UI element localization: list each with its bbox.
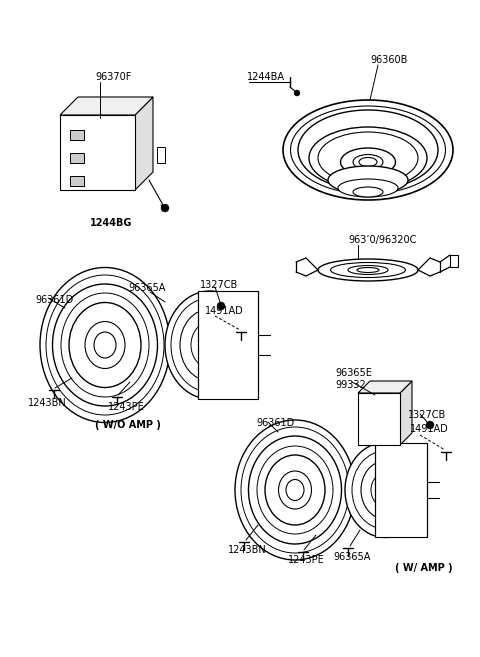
Ellipse shape: [283, 100, 453, 200]
Ellipse shape: [165, 291, 255, 399]
Ellipse shape: [353, 187, 383, 197]
Bar: [198, 291, 258, 399]
Text: 99332: 99332: [335, 380, 366, 390]
Text: ( W/ AMP ): ( W/ AMP ): [395, 563, 453, 573]
Ellipse shape: [309, 127, 427, 189]
Ellipse shape: [94, 332, 116, 358]
Polygon shape: [358, 381, 412, 393]
Ellipse shape: [69, 302, 141, 388]
Ellipse shape: [46, 275, 164, 415]
Text: 1243BN: 1243BN: [28, 398, 67, 408]
Ellipse shape: [290, 106, 445, 194]
Polygon shape: [60, 97, 153, 115]
Polygon shape: [400, 381, 412, 445]
Circle shape: [161, 204, 169, 212]
Ellipse shape: [52, 284, 157, 406]
Ellipse shape: [278, 471, 312, 509]
Ellipse shape: [345, 443, 425, 537]
Text: 1243BN: 1243BN: [228, 545, 267, 555]
Polygon shape: [135, 97, 153, 190]
Text: 1491AD: 1491AD: [205, 306, 244, 316]
Ellipse shape: [265, 455, 325, 525]
Text: 96361D: 96361D: [256, 418, 294, 428]
Text: 1244BG: 1244BG: [90, 218, 132, 228]
Text: 96370F: 96370F: [95, 72, 132, 82]
Text: 1244BA: 1244BA: [247, 72, 285, 82]
Text: 96360B: 96360B: [370, 55, 408, 65]
Ellipse shape: [318, 132, 418, 184]
Text: 1243PE: 1243PE: [108, 402, 145, 412]
Bar: [450, 255, 458, 267]
Text: 96365E: 96365E: [335, 368, 372, 378]
Ellipse shape: [180, 309, 240, 381]
Ellipse shape: [249, 436, 341, 544]
Bar: [375, 443, 427, 537]
Ellipse shape: [371, 473, 399, 507]
Text: 1243PE: 1243PE: [288, 555, 325, 565]
Ellipse shape: [85, 321, 125, 369]
Ellipse shape: [353, 154, 383, 170]
Circle shape: [294, 90, 300, 96]
Ellipse shape: [331, 263, 406, 277]
Ellipse shape: [235, 420, 355, 560]
Ellipse shape: [361, 461, 409, 519]
Ellipse shape: [357, 267, 379, 273]
Ellipse shape: [286, 480, 304, 501]
Ellipse shape: [191, 322, 229, 368]
Text: 1327CB: 1327CB: [408, 410, 446, 420]
Bar: [70, 130, 84, 140]
Bar: [157, 147, 165, 163]
Bar: [70, 176, 84, 186]
Text: ( W/O AMP ): ( W/O AMP ): [95, 420, 161, 430]
Ellipse shape: [348, 265, 388, 275]
Bar: [70, 153, 84, 163]
Ellipse shape: [61, 293, 149, 397]
Text: 96365A: 96365A: [333, 552, 371, 562]
Text: 96361D: 96361D: [35, 295, 73, 305]
Bar: [60, 115, 135, 190]
Ellipse shape: [340, 148, 396, 176]
Ellipse shape: [338, 179, 398, 197]
Ellipse shape: [241, 427, 349, 553]
Circle shape: [426, 421, 434, 429]
Ellipse shape: [318, 259, 418, 281]
Text: 96365A: 96365A: [128, 283, 166, 293]
Ellipse shape: [352, 451, 418, 529]
Ellipse shape: [257, 446, 333, 534]
Circle shape: [217, 302, 225, 310]
Bar: [358, 393, 400, 445]
Ellipse shape: [359, 158, 377, 166]
Ellipse shape: [328, 166, 408, 194]
Ellipse shape: [171, 298, 249, 392]
Text: 1491AD: 1491AD: [410, 424, 449, 434]
Text: 1327CB: 1327CB: [200, 280, 238, 290]
Ellipse shape: [298, 110, 438, 190]
Ellipse shape: [40, 267, 170, 422]
Text: 963’0/96320C: 963’0/96320C: [348, 235, 416, 245]
